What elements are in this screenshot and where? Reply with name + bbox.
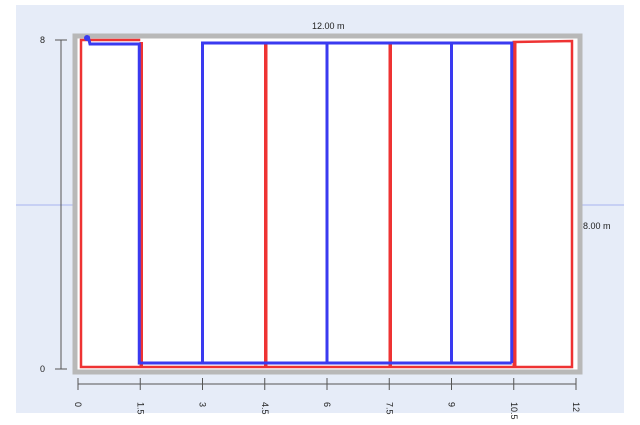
x-tick-label: 9 [447,402,457,407]
x-tick-label: 6 [322,402,332,407]
y-axis: 8 0 [40,35,67,374]
x-tick-label: 7.5 [384,402,394,415]
heating-loops[interactable] [79,35,574,369]
x-tick-label: 1.5 [135,402,145,415]
x-axis-ticks: 0 1.5 3 4.5 6 7.5 9 10.5 12 [73,378,581,420]
x-tick-label: 3 [198,402,208,407]
x-tick-label: 4.5 [260,402,270,415]
x-tick-label: 0 [73,402,83,407]
y-tick-label: 0 [40,364,45,374]
y-tick-label: 8 [40,35,45,45]
width-dimension-label: 12.00 m [312,21,345,31]
x-tick-label: 12 [571,402,581,412]
loop-inlet-icon [84,35,90,41]
x-tick-label: 10.5 [509,402,519,420]
height-dimension-label: 8.00 m [583,221,611,231]
